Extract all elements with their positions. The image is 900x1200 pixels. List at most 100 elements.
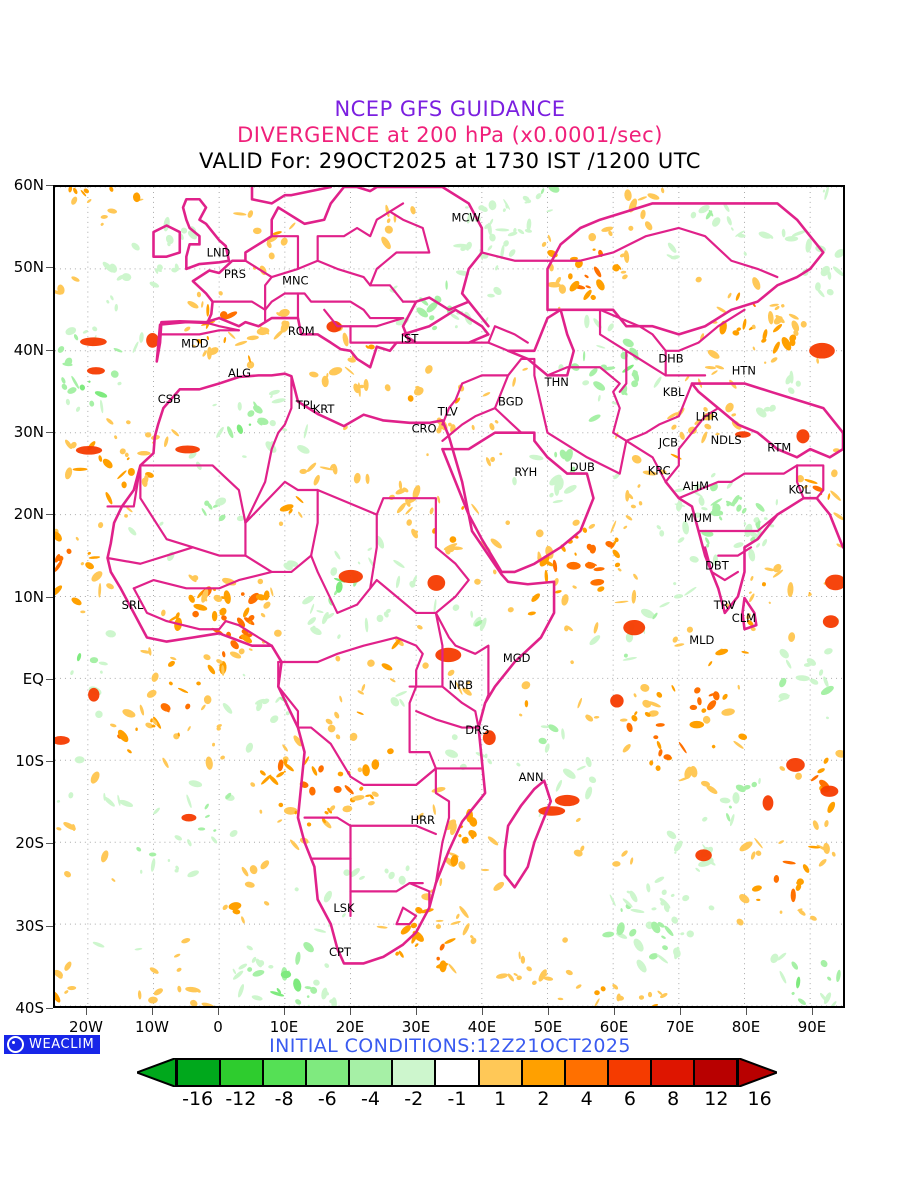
lat-tick-20S: 20S (15, 834, 44, 853)
colorbar-tick--16: -16 (182, 1088, 214, 1110)
city-label-JCB: JCB (658, 436, 678, 450)
colorbar-cell-1 (221, 1060, 265, 1085)
map-coastlines-and-borders (106, 187, 843, 965)
colorbar-over-arrow-icon (738, 1058, 777, 1087)
lon-tick-70E: 70E (665, 1018, 695, 1036)
lon-tick-80E: 80E (731, 1018, 761, 1036)
lon-tick-mark (284, 1008, 285, 1015)
city-label-TLV: TLV (437, 404, 458, 418)
city-label-TRV: TRV (713, 598, 736, 612)
city-label-CRO: CRO (412, 422, 437, 436)
title-valid-time: VALID For: 29OCT2025 at 1730 IST /1200 U… (199, 149, 701, 173)
city-label-RTM: RTM (767, 441, 791, 455)
city-label-DUB: DUB (570, 460, 595, 474)
lat-tick-10S: 10S (15, 752, 44, 771)
city-label-HTN: HTN (732, 364, 756, 378)
city-label-MCW: MCW (451, 210, 480, 224)
colorbar-tick--1: -1 (447, 1088, 467, 1110)
lat-tick-EQ: EQ (22, 669, 44, 688)
city-label-ROM: ROM (288, 324, 315, 338)
city-label-KBL: KBL (663, 385, 685, 399)
lon-tick-10E: 10E (269, 1018, 299, 1036)
lon-tick-30E: 30E (401, 1018, 431, 1036)
lon-tick-mark (746, 1008, 747, 1015)
lat-tick-mark (46, 185, 53, 186)
lon-tick-20E: 20E (335, 1018, 365, 1036)
city-label-NRB: NRB (449, 678, 474, 692)
colorbar-swatches (137, 1058, 777, 1087)
colorbar-tick-1: 1 (494, 1088, 507, 1110)
lon-tick-20W: 20W (69, 1018, 103, 1036)
city-label-SRL: SRL (122, 598, 144, 612)
city-label-DHB: DHB (658, 351, 683, 365)
lat-tick-30S: 30S (15, 916, 44, 935)
city-label-LHR: LHR (696, 409, 719, 423)
colorbar-cell-6 (436, 1060, 480, 1085)
colorbar-cell-4 (350, 1060, 394, 1085)
weaclim-logo-label: WEACLIM (29, 1037, 95, 1052)
colorbar-under-arrow-icon (137, 1058, 176, 1087)
city-label-ALG: ALG (228, 366, 251, 380)
colorbar-tick--4: -4 (361, 1088, 381, 1110)
city-label-NDLS: NDLS (711, 433, 742, 447)
city-label-DRS: DRS (465, 723, 489, 737)
colorbar-cell-5 (393, 1060, 437, 1085)
divergence-field (55, 187, 843, 1006)
lon-tick-mark (548, 1008, 549, 1015)
lat-tick-50N: 50N (13, 258, 44, 277)
lat-tick-mark (46, 349, 53, 351)
colorbar-tick-12: 12 (704, 1088, 729, 1110)
colorbar-cell-8 (522, 1060, 566, 1085)
lat-tick-mark (46, 843, 53, 845)
city-label-LSK: LSK (333, 901, 355, 915)
lat-tick-mark (46, 267, 53, 269)
initial-conditions-label: INITIAL CONDITIONS:12Z21OCT2025 (269, 1035, 631, 1057)
colorbar-cell-11 (651, 1060, 695, 1085)
map-plot-area[interactable]: MCW LND PRS MNC ROM MDD IST ALG CSB TPL KRT TLV BGD C… (53, 185, 845, 1008)
lon-tick-mark (680, 1008, 681, 1015)
city-label-MGD: MGD (503, 651, 531, 665)
city-label-RYH: RYH (514, 465, 537, 479)
city-label-MUM: MUM (684, 511, 712, 525)
lat-tick-mark (46, 596, 53, 598)
colorbar-cell-2 (264, 1060, 308, 1085)
weaclim-logo[interactable]: WEACLIM (4, 1035, 101, 1054)
colorbar-tick--6: -6 (317, 1088, 337, 1110)
colorbar-tick-8: 8 (667, 1088, 680, 1110)
city-label-KRT: KRT (313, 402, 336, 416)
lat-tick-40N: 40N (13, 340, 44, 359)
lon-tick-mark (152, 1008, 153, 1015)
lat-tick-60N: 60N (13, 176, 44, 194)
colorbar[interactable]: -16 -12 -8 -6 -4 -2 -1 1 2 4 6 8 12 16 (137, 1058, 777, 1113)
lat-tick-mark (46, 925, 53, 927)
city-label-DBT: DBT (705, 558, 730, 572)
lon-tick-10W: 10W (135, 1018, 169, 1036)
lat-tick-10N: 10N (13, 587, 44, 606)
city-label-AHM: AHM (683, 479, 709, 493)
title-variable: DIVERGENCE at 200 hPa (x0.0001/sec) (237, 123, 663, 147)
lat-tick-mark (46, 678, 53, 680)
city-label-MLD: MLD (689, 633, 714, 647)
city-label-LND: LND (207, 246, 231, 260)
city-label-TPL: TPL (295, 398, 317, 412)
lon-tick-40E: 40E (467, 1018, 497, 1036)
colorbar-tick-6: 6 (623, 1088, 636, 1110)
colorbar-tick-2: 2 (537, 1088, 550, 1110)
city-label-KOL: KOL (789, 482, 812, 496)
city-label-ANN: ANN (519, 770, 544, 784)
lon-tick-50E: 50E (533, 1018, 563, 1036)
lat-tick-mark (46, 431, 53, 433)
title-model: NCEP GFS GUIDANCE (334, 97, 566, 121)
lon-tick-mark (218, 1008, 219, 1015)
colorbar-cells (176, 1058, 738, 1087)
lat-tick-20N: 20N (13, 505, 44, 524)
chart-title-block: NCEP GFS GUIDANCE DIVERGENCE at 200 hPa … (0, 96, 900, 174)
city-label-CPT: CPT (329, 945, 352, 959)
lat-tick-30N: 30N (13, 422, 44, 441)
colorbar-tick-4: 4 (580, 1088, 593, 1110)
colorbar-tick-labels: -16 -12 -8 -6 -4 -2 -1 1 2 4 6 8 12 16 (176, 1088, 772, 1112)
colorbar-cell-9 (565, 1060, 609, 1085)
colorbar-cell-10 (608, 1060, 652, 1085)
city-label-CSB: CSB (158, 392, 181, 406)
